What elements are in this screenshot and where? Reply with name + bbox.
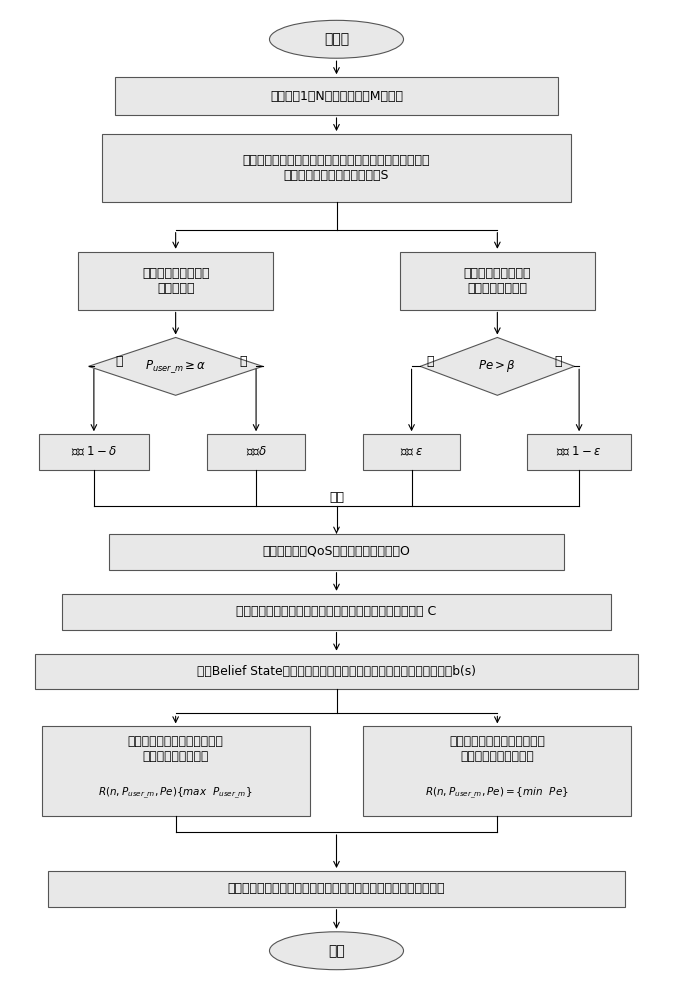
Text: $R(n,P_{user\_m},Pe)\{max\ \ P_{user\_m}\}$: $R(n,P_{user\_m},Pe)\{max\ \ P_{user\_m}… [98, 786, 253, 801]
Ellipse shape [269, 932, 404, 970]
Text: 结束: 结束 [328, 944, 345, 958]
FancyBboxPatch shape [207, 434, 305, 470]
Polygon shape [89, 337, 262, 395]
Text: 概率 $1-\delta$: 概率 $1-\delta$ [71, 445, 117, 459]
Text: 否: 否 [427, 355, 434, 368]
FancyBboxPatch shape [400, 252, 594, 310]
Ellipse shape [269, 20, 404, 58]
Text: 计算每一种状态下用
户接收数据误码率: 计算每一种状态下用 户接收数据误码率 [464, 267, 531, 295]
Text: $R(n,P_{user\_m},Pe)=\{min\ \ Pe\}$: $R(n,P_{user\_m},Pe)=\{min\ \ Pe\}$ [425, 786, 569, 801]
Text: 计算Belief State，确定各个天线开启数与两种反馈观测目标所对应的b(s): 计算Belief State，确定各个天线开启数与两种反馈观测目标所对应的b(s… [197, 665, 476, 678]
FancyBboxPatch shape [527, 434, 631, 470]
Text: $P_{user\_m}\geq\alpha$: $P_{user\_m}\geq\alpha$ [145, 358, 207, 375]
FancyBboxPatch shape [102, 134, 571, 202]
Text: 初始化: 初始化 [324, 32, 349, 46]
Text: 概率 $\varepsilon$: 概率 $\varepsilon$ [400, 446, 423, 459]
Text: 综合考虑用户接收功率和用户数据传输误码率，计算系统最大收益: 综合考虑用户接收功率和用户数据传输误码率，计算系统最大收益 [227, 882, 446, 895]
Text: 小区内有1个N根天线基站，M个用户: 小区内有1个N根天线基站，M个用户 [270, 90, 403, 103]
Text: 是: 是 [554, 355, 561, 368]
FancyBboxPatch shape [48, 871, 625, 907]
Text: 是: 是 [115, 355, 122, 368]
FancyBboxPatch shape [35, 654, 638, 689]
FancyBboxPatch shape [38, 434, 149, 470]
Text: 考虑用户接收误码率，选取最
大收益时的天线开启数: 考虑用户接收误码率，选取最 大收益时的天线开启数 [450, 735, 545, 763]
Text: 根据反馈观测QoS值，构造出观测矩阵O: 根据反馈观测QoS值，构造出观测矩阵O [262, 545, 411, 558]
FancyBboxPatch shape [363, 434, 460, 470]
Text: $Pe>\beta$: $Pe>\beta$ [479, 358, 516, 374]
Text: 考虑用户接收功率，选取最大
收益时的天线开启数: 考虑用户接收功率，选取最大 收益时的天线开启数 [128, 735, 223, 763]
FancyBboxPatch shape [79, 252, 273, 310]
FancyBboxPatch shape [363, 726, 631, 816]
Text: 否: 否 [239, 355, 246, 368]
Text: 概率 $1-\varepsilon$: 概率 $1-\varepsilon$ [557, 445, 602, 459]
Text: 反馈: 反馈 [329, 491, 344, 504]
FancyBboxPatch shape [62, 594, 611, 630]
FancyBboxPatch shape [42, 726, 310, 816]
Text: 计算每一种状态下用
户接收功率: 计算每一种状态下用 户接收功率 [142, 267, 209, 295]
Text: 计算开启不同天线数时，各个用户接入时可获得传输速率 C: 计算开启不同天线数时，各个用户接入时可获得传输速率 C [236, 605, 437, 618]
FancyBboxPatch shape [115, 77, 558, 115]
Text: 根据基站提供数据传输速率和用户所需数据传输速率，构
造用户接入数的状态转移矩阵S: 根据基站提供数据传输速率和用户所需数据传输速率，构 造用户接入数的状态转移矩阵S [243, 154, 430, 182]
FancyBboxPatch shape [108, 534, 565, 570]
Text: 概率$\delta$: 概率$\delta$ [246, 445, 267, 459]
Polygon shape [420, 337, 575, 395]
